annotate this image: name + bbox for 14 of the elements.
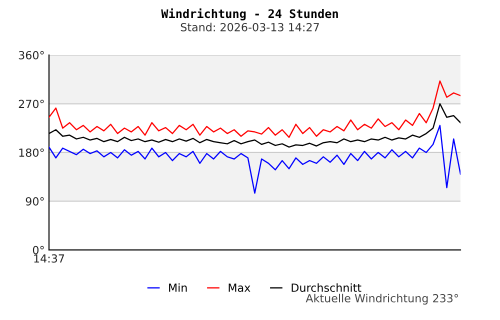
x-tick-label: 14:37 [34,254,64,263]
y-tick-label: 180° [19,148,44,157]
y-tick-label: 360° [18,51,44,60]
legend-label: Min [169,283,187,292]
text: Aktuelle Windrichtung 233° [306,294,458,305]
chart-title: Windrichtung - 24 Stunden [161,8,338,20]
line-series [49,80,460,138]
line-series [49,124,460,194]
legend-label: Max [228,284,250,292]
legend-label: Durchschnitt [292,283,362,292]
y-tick-label: 270° [18,100,44,108]
y-tick-label: 0° [32,246,44,254]
chart-subtitle: Stand: 2026-03-13 14:27 [180,22,319,32]
y-tick-label: 90° [26,197,44,206]
